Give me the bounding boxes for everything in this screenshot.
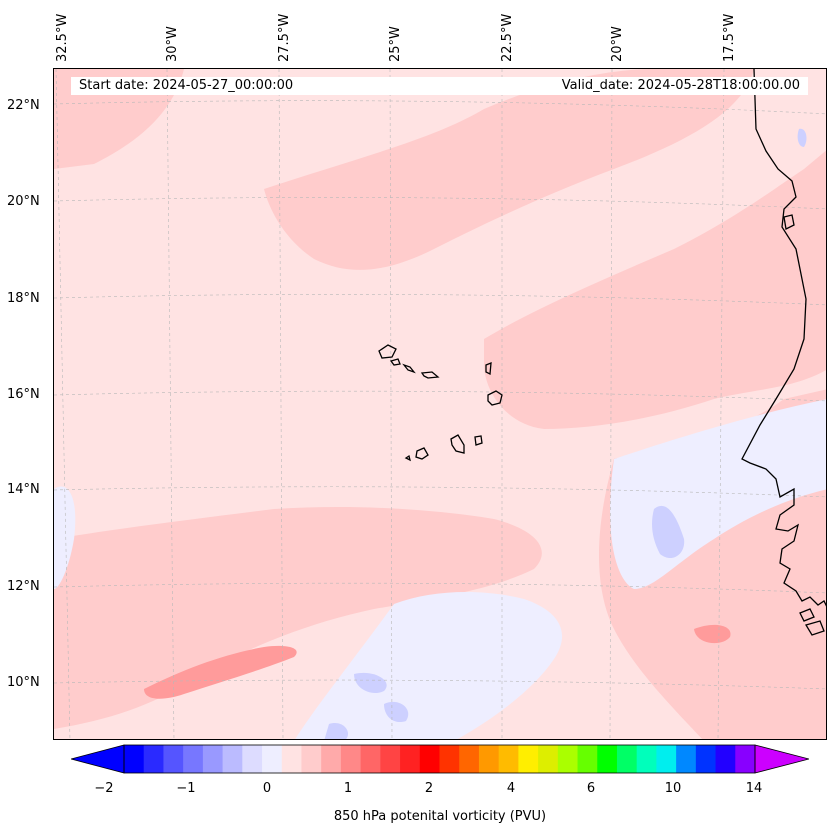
date-info-bar: Start date: 2024-05-27_00:00:00 Valid_da… xyxy=(71,77,808,95)
colorbar-segment xyxy=(183,745,204,773)
colorbar-tick-label: 14 xyxy=(745,781,763,796)
lon-label: 22.5°W xyxy=(500,13,515,62)
start-date-label: Start date: 2024-05-27_00:00:00 xyxy=(79,78,294,93)
valid-date-label: Valid_date: 2024-05-28T18:00:00.00 xyxy=(561,78,800,93)
colorbar-segment xyxy=(281,745,302,773)
colorbar-segment xyxy=(301,745,322,773)
lon-label: 17.5°W xyxy=(722,13,737,62)
colorbar-segment xyxy=(400,745,421,773)
coastal-islands xyxy=(799,608,815,622)
africa-coastline xyxy=(741,69,826,607)
pv-contour-region xyxy=(324,723,348,739)
colorbar-segment xyxy=(419,745,440,773)
colorbar-segment xyxy=(321,745,342,773)
graticule xyxy=(54,69,826,739)
coastal-islands xyxy=(805,620,825,636)
cape-verde-islands xyxy=(378,344,503,462)
colorbar-segment xyxy=(518,745,539,773)
colorbar-segment xyxy=(439,745,460,773)
colorbar-tick-label: 1 xyxy=(343,781,353,796)
coastal-islands xyxy=(783,214,795,230)
colorbar-segment xyxy=(636,745,657,773)
pv-contour-region xyxy=(264,69,754,270)
lat-label: 16°N xyxy=(7,387,40,402)
lat-label: 22°N xyxy=(7,98,40,113)
map-canvas xyxy=(54,69,826,739)
colorbar-segment xyxy=(695,745,717,773)
colorbar-tick-label: 4 xyxy=(506,781,516,796)
lon-label: 27.5°W xyxy=(277,13,292,62)
colorbar-tick-label: 6 xyxy=(586,781,596,796)
colorbar-segment xyxy=(478,745,500,773)
colorbar-segment xyxy=(656,745,677,773)
colorbar-segment xyxy=(360,745,381,773)
colorbar-segment xyxy=(340,745,362,773)
lat-label: 14°N xyxy=(7,482,40,497)
pv-contour-region xyxy=(484,150,826,429)
colorbar-segment xyxy=(735,745,756,773)
colorbar xyxy=(71,744,809,774)
colorbar-segment xyxy=(676,745,697,773)
lat-label: 20°N xyxy=(7,194,40,209)
pv-contour-region xyxy=(652,505,685,559)
colorbar-segment xyxy=(616,745,638,773)
colorbar-under-arrow xyxy=(71,744,125,774)
colorbar-segment xyxy=(597,745,618,773)
pv-contour-region xyxy=(295,592,563,739)
colorbar-segment xyxy=(143,745,164,773)
pv-contour-region xyxy=(144,645,297,699)
colorbar-segment xyxy=(380,745,401,773)
colorbar-segment xyxy=(242,745,263,773)
colorbar-segment xyxy=(557,745,579,773)
pv-contour-region xyxy=(54,486,76,589)
colorbar-over-arrow xyxy=(754,744,809,774)
colorbar-segment xyxy=(262,745,283,773)
colorbar-segment xyxy=(538,745,559,773)
colorbar-segment xyxy=(577,745,598,773)
colorbar-tick-label: 2 xyxy=(424,781,434,796)
colorbar-segment xyxy=(715,745,736,773)
colorbar-tick-label: −1 xyxy=(176,781,196,796)
colorbar-segment xyxy=(124,745,145,773)
lat-label: 10°N xyxy=(7,675,40,690)
lon-label: 25°W xyxy=(388,26,403,62)
pv-contour-region xyxy=(384,701,409,723)
colorbar-segment xyxy=(222,745,243,773)
colorbar-outline xyxy=(123,744,756,774)
colorbar-title: 850 hPa potenital vorticity (PVU) xyxy=(333,809,547,824)
colorbar-tick-label: 0 xyxy=(262,781,272,796)
pv-contour-region xyxy=(354,672,387,694)
pv-contour-region xyxy=(54,507,542,729)
colorbar-segment xyxy=(459,745,480,773)
colorbar-segment xyxy=(498,745,519,773)
lat-label: 18°N xyxy=(7,291,40,306)
lon-label: 32.5°W xyxy=(55,13,70,62)
lon-label: 30°W xyxy=(165,26,180,62)
colorbar-segment xyxy=(163,745,184,773)
lon-label: 20°W xyxy=(610,26,625,62)
pv-contour-region xyxy=(694,624,731,644)
colorbar-segment xyxy=(202,745,224,773)
colorbar-tick-label: −2 xyxy=(94,781,114,796)
map-panel xyxy=(53,68,827,740)
pv-contour-region xyxy=(797,128,807,147)
colorbar-tick-label: 10 xyxy=(664,781,682,796)
lat-label: 12°N xyxy=(7,579,40,594)
